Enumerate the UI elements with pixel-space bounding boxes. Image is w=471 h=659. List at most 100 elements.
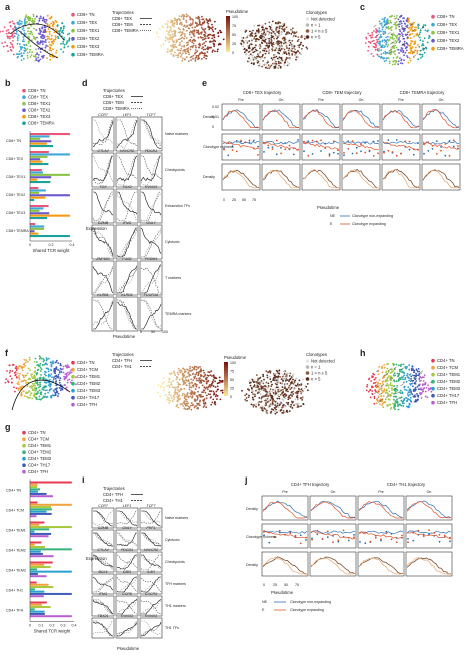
cell-point	[248, 57, 250, 60]
cell-point	[7, 29, 10, 31]
cell-point	[37, 390, 39, 393]
cell-point	[195, 385, 198, 388]
i-curve	[140, 578, 162, 593]
cell-point	[11, 20, 14, 23]
cell-point	[266, 386, 269, 389]
cell-point	[261, 406, 264, 409]
cell-point	[168, 34, 171, 36]
cell-point	[253, 36, 256, 38]
cell-point	[179, 397, 182, 400]
cell-point	[27, 15, 30, 18]
e-xlabel: Pseudotime	[317, 205, 340, 210]
cell-point	[20, 52, 23, 55]
cell-point	[277, 390, 279, 393]
cell-point	[245, 53, 248, 56]
cell-point	[281, 383, 283, 385]
j-series-line	[406, 530, 452, 534]
cell-point	[378, 386, 380, 388]
cell-point	[13, 32, 16, 35]
cell-point	[381, 39, 384, 42]
cd4-bars-bar	[30, 521, 45, 524]
cell-point	[412, 56, 415, 58]
cell-point	[30, 54, 33, 56]
cell-point	[183, 407, 186, 410]
cell-point	[183, 402, 186, 404]
cd8-clo-item: n = 1	[311, 22, 321, 27]
cell-point	[272, 388, 274, 391]
cell-point	[210, 370, 213, 372]
cell-point	[176, 23, 179, 26]
cell-point	[183, 15, 186, 18]
cell-point	[278, 404, 281, 406]
umap-cd4-clusters	[4, 355, 77, 401]
cell-point	[180, 37, 183, 40]
cell-point	[263, 29, 266, 32]
cell-point	[11, 43, 14, 46]
cell-point	[170, 383, 172, 386]
cell-point	[397, 60, 400, 63]
j-frame	[309, 523, 357, 549]
cell-point	[21, 55, 24, 57]
cell-point	[282, 409, 285, 412]
cd4-bars-bar	[30, 535, 49, 538]
cell-point	[393, 23, 395, 26]
cell-point	[295, 396, 298, 398]
cell-point	[394, 408, 396, 411]
cell-point	[427, 384, 429, 387]
cell-point	[289, 383, 292, 385]
cell-point	[393, 392, 395, 395]
cell-point	[287, 401, 290, 404]
cell-point	[375, 381, 378, 384]
cell-point	[49, 379, 51, 381]
cell-point	[262, 34, 265, 37]
cell-point	[62, 368, 64, 370]
cd8-clo-item: n > 5	[311, 34, 321, 39]
cd8-pt-tick: 25	[232, 42, 236, 46]
e-point	[223, 148, 225, 151]
cell-point	[395, 390, 397, 393]
e-point	[244, 141, 247, 144]
cell-point	[204, 402, 207, 405]
j-legend-key: NE	[262, 600, 268, 604]
cell-point	[248, 61, 251, 63]
cell-point	[391, 37, 394, 40]
cell-point	[245, 393, 248, 395]
cell-point	[259, 56, 262, 59]
cell-point	[26, 395, 28, 398]
e-point	[452, 145, 455, 148]
e-condition: On	[359, 98, 364, 102]
cell-point	[166, 385, 169, 387]
j-x-tick: 0	[263, 583, 265, 587]
cell-point	[22, 375, 25, 377]
cell-point	[53, 40, 55, 43]
cd4-bars-legend-swatch	[22, 437, 26, 442]
e-point	[440, 149, 442, 152]
cell-point	[285, 53, 288, 56]
i-curve	[140, 532, 162, 548]
cell-point	[390, 52, 392, 55]
cell-point	[255, 389, 257, 392]
cell-point	[0, 30, 2, 33]
d-curve	[141, 304, 162, 330]
i-gene: CTLA4	[97, 548, 108, 552]
cell-point	[293, 47, 295, 49]
panel-letter-c: c	[360, 2, 365, 12]
cell-point	[219, 43, 222, 46]
cell-point	[175, 386, 177, 389]
e-point	[275, 139, 278, 142]
cell-point	[181, 31, 184, 34]
cell-point	[46, 57, 48, 59]
cell-point	[261, 380, 264, 383]
cell-point	[218, 376, 221, 379]
cell-point	[170, 53, 173, 55]
cell-point	[424, 29, 427, 32]
cell-point	[394, 39, 397, 42]
j-frame	[309, 495, 357, 521]
cd4-bars-legend-swatch	[22, 463, 26, 468]
cd4-bars-legend-swatch	[22, 443, 26, 448]
cell-point	[275, 403, 278, 405]
cell-point	[259, 58, 262, 60]
cell-point	[295, 58, 297, 61]
cd4-legend-item: CD4+ TEM1	[77, 374, 101, 379]
cell-point	[55, 36, 57, 39]
